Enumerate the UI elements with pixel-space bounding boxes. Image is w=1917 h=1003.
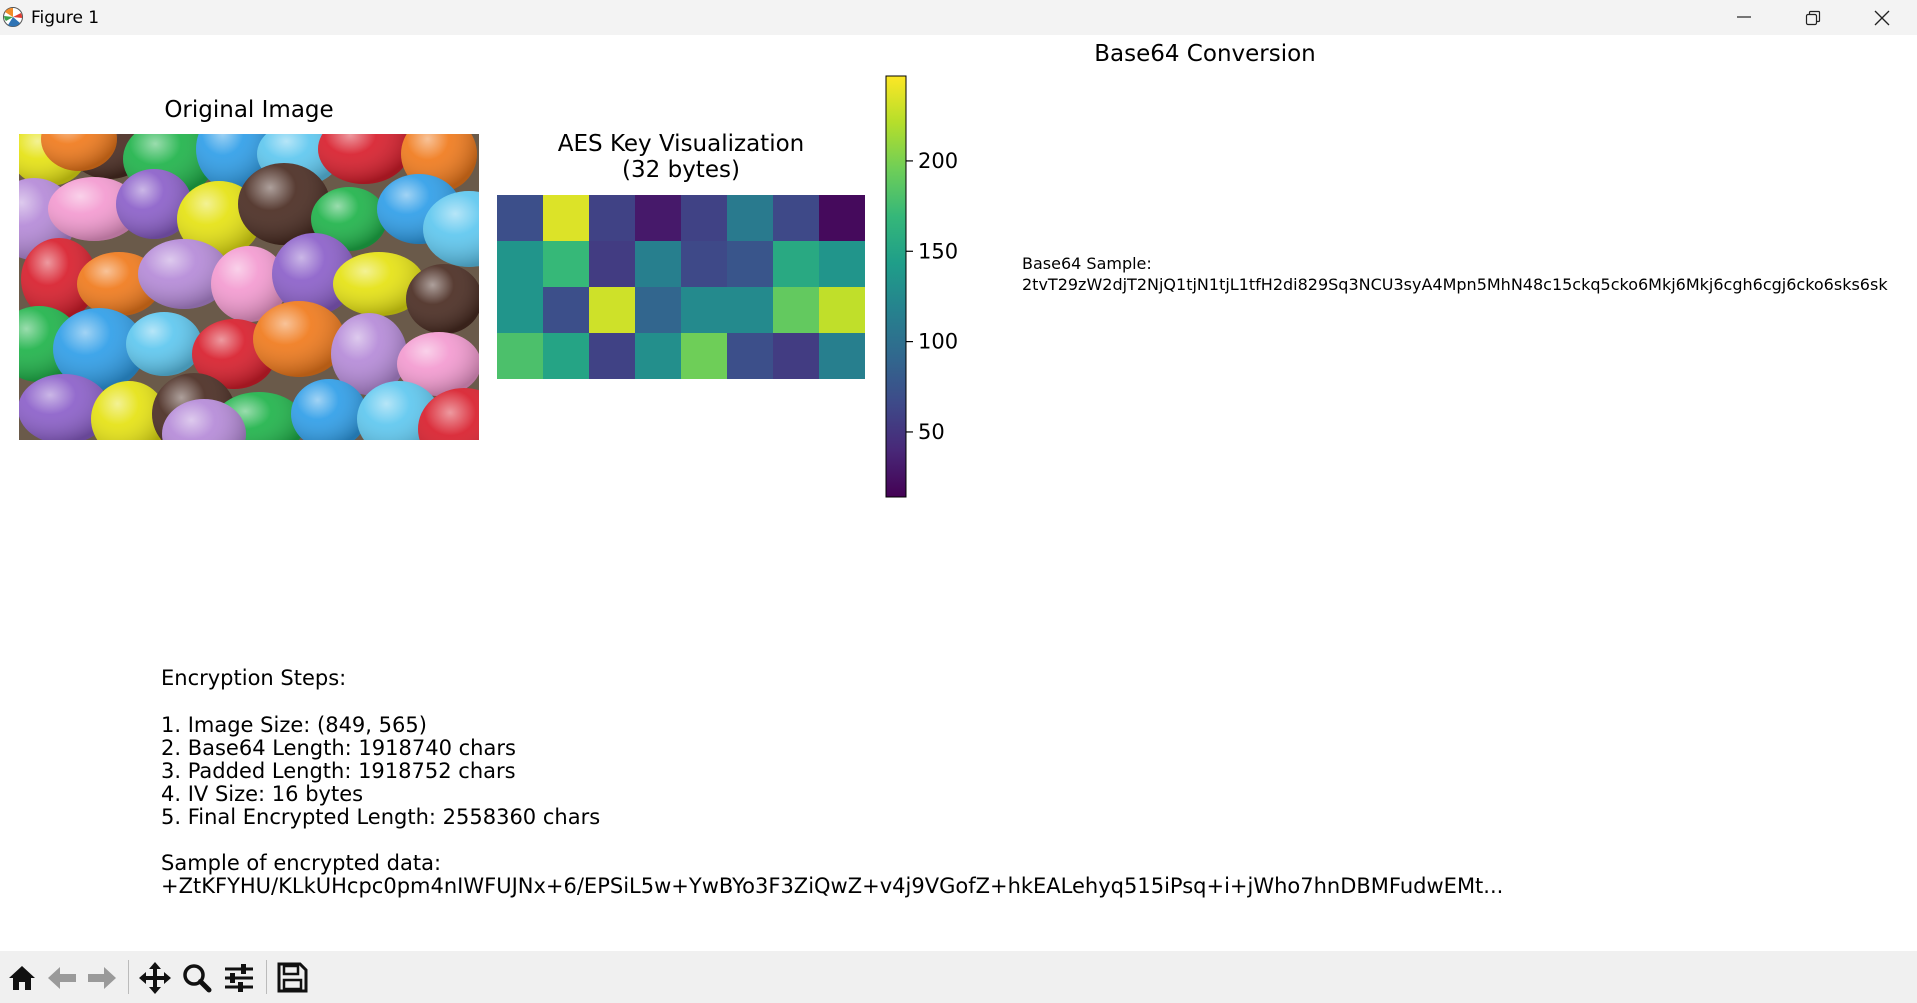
- heatmap-cell-r1-c1: [543, 241, 590, 288]
- home-icon: [9, 966, 35, 990]
- heatmap-cell-r2-c5: [727, 287, 774, 334]
- app-icon: [3, 7, 23, 27]
- back-button[interactable]: [42, 958, 82, 996]
- zoom-button[interactable]: [177, 958, 217, 996]
- heatmap-cell-r0-c2: [589, 195, 636, 242]
- heatmap-cell-r2-c2: [589, 287, 636, 334]
- minimize-icon: [1737, 16, 1751, 18]
- base64-sample-value: 2tvT29zW2djT2NjQ1tjN1tjL1tfH2di829Sq3NCU…: [1022, 275, 1888, 294]
- heatmap-cell-r2-c7: [819, 287, 865, 334]
- toolbar-separator: [128, 960, 129, 994]
- heatmap-cell-r2-c0: [497, 287, 544, 334]
- colorbar-tick-label-200: 200: [918, 149, 958, 173]
- heatmap-cell-r1-c4: [681, 241, 728, 288]
- heatmap-cell-r0-c1: [543, 195, 590, 242]
- heatmap-cell-r0-c4: [681, 195, 728, 242]
- original-image: [19, 134, 479, 440]
- heatmap-cell-r3-c3: [635, 333, 682, 379]
- aes-key-title: AES Key Visualization (32 bytes): [558, 131, 804, 183]
- forward-button[interactable]: [82, 958, 122, 996]
- encryption-step-5: 5. Final Encrypted Length: 2558360 chars: [161, 805, 601, 829]
- figure-canvas: Original Image AES Key Visualization (32 …: [0, 35, 1917, 951]
- heatmap-cell-r0-c0: [497, 195, 544, 242]
- heatmap-cell-r2-c4: [681, 287, 728, 334]
- heatmap-cell-r1-c5: [727, 241, 774, 288]
- close-button[interactable]: [1847, 0, 1917, 35]
- heatmap-cell-r3-c4: [681, 333, 728, 379]
- configure-subplots-icon: [225, 964, 253, 992]
- heatmap-cell-r0-c5: [727, 195, 774, 242]
- heatmap-cell-r2-c1: [543, 287, 590, 334]
- back-icon: [48, 967, 76, 989]
- base64-title: Base64 Conversion: [1094, 41, 1316, 67]
- restore-icon: [1805, 10, 1821, 26]
- encrypted-sample-value: +ZtKFYHU/KLkUHcpc0pm4nIWFUJNx+6/EPSiL5w+…: [161, 874, 1504, 898]
- minimize-button[interactable]: [1709, 0, 1779, 35]
- window-title: Figure 1: [31, 8, 100, 28]
- toolbar-separator: [266, 960, 267, 994]
- heatmap-cell-r1-c3: [635, 241, 682, 288]
- close-icon: [1874, 10, 1890, 26]
- colorbar-gradient: [885, 75, 907, 498]
- heatmap-cell-r1-c0: [497, 241, 544, 288]
- colorbar-tick-label-150: 150: [918, 239, 958, 263]
- configure-subplots-button[interactable]: [219, 958, 259, 996]
- heatmap-cell-r3-c7: [819, 333, 865, 379]
- aes-key-title-line2: (32 bytes): [622, 157, 740, 183]
- forward-icon: [88, 967, 116, 989]
- heatmap-cell-r0-c3: [635, 195, 682, 242]
- heatmap-cell-r0-c7: [819, 195, 865, 242]
- aes-key-colorbar: 50 100 150 200: [885, 75, 958, 498]
- colorbar-tick-label-50: 50: [918, 420, 945, 444]
- pan-icon: [139, 962, 171, 994]
- heatmap-cell-r1-c7: [819, 241, 865, 288]
- heatmap-cell-r2-c3: [635, 287, 682, 334]
- zoom-icon: [183, 964, 212, 993]
- heatmap-cell-r2-c6: [773, 287, 820, 334]
- original-image-title: Original Image: [164, 97, 334, 123]
- heatmap-cell-r3-c2: [589, 333, 636, 379]
- base64-sample-label: Base64 Sample:: [1022, 254, 1152, 273]
- encryption-steps-heading: Encryption Steps:: [161, 666, 347, 690]
- encrypted-sample-label: Sample of encrypted data:: [161, 851, 442, 875]
- restore-button[interactable]: [1778, 0, 1848, 35]
- save-button[interactable]: [272, 958, 312, 996]
- window-titlebar: Figure 1: [0, 0, 1917, 35]
- heatmap-cell-r1-c2: [589, 241, 636, 288]
- save-icon: [277, 962, 308, 993]
- heatmap-cell-r3-c1: [543, 333, 590, 379]
- colorbar-tick-label-100: 100: [918, 330, 958, 354]
- home-button[interactable]: [2, 958, 42, 996]
- encryption-step-1: 1. Image Size: (849, 565): [161, 713, 427, 737]
- heatmap-cell-r3-c6: [773, 333, 820, 379]
- aes-key-heatmap: [497, 195, 865, 379]
- encryption-step-4: 4. IV Size: 16 bytes: [161, 782, 364, 806]
- heatmap-cell-r1-c6: [773, 241, 820, 288]
- pan-button[interactable]: [135, 958, 175, 996]
- encryption-step-3: 3. Padded Length: 1918752 chars: [161, 759, 516, 783]
- aes-key-title-line1: AES Key Visualization: [557, 131, 805, 157]
- heatmap-cell-r3-c0: [497, 333, 544, 379]
- heatmap-cell-r0-c6: [773, 195, 820, 242]
- navigation-toolbar: [0, 951, 1917, 1003]
- heatmap-cell-r3-c5: [727, 333, 774, 379]
- encryption-step-2: 2. Base64 Length: 1918740 chars: [161, 736, 516, 760]
